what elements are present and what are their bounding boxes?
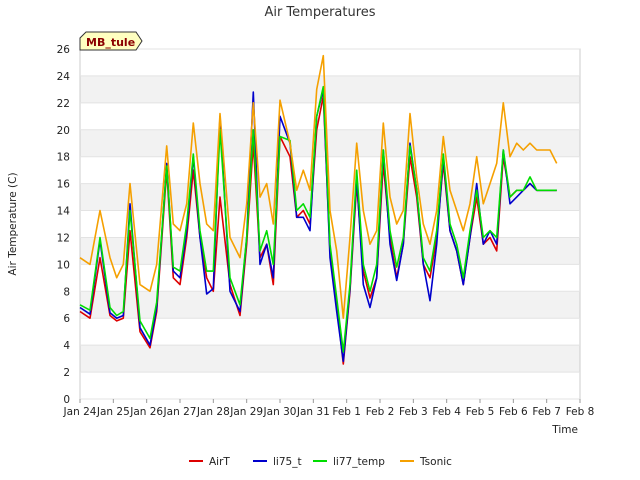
plot-band <box>80 49 580 76</box>
plot-band <box>80 264 580 292</box>
y-tick-label: 26 <box>57 44 71 56</box>
x-tick-label: Jan 27 <box>163 406 197 418</box>
y-tick-label: 0 <box>63 394 70 406</box>
x-tick-label: Jan 31 <box>296 406 330 418</box>
x-tick-label: Feb 5 <box>466 406 495 418</box>
series-line-li77-temp <box>79 85 557 353</box>
legend-label: li77_temp <box>333 456 385 468</box>
y-tick-label: 2 <box>63 367 70 379</box>
y-tick-label: 24 <box>57 71 71 83</box>
y-tick-label: 12 <box>57 232 70 244</box>
x-tick-label: Jan 28 <box>196 406 230 418</box>
legend-label: Tsonic <box>419 456 452 468</box>
series-line-tsonic <box>79 54 558 320</box>
plot-band <box>80 372 580 399</box>
x-tick-label: Jan 30 <box>263 406 297 418</box>
series-lines <box>79 54 558 365</box>
legend-label: li75_t <box>273 456 302 468</box>
y-tick-label: 10 <box>57 259 70 271</box>
site-badge: MB_tule <box>79 31 143 51</box>
plot-band <box>80 75 580 103</box>
plot-band <box>80 291 580 319</box>
y-tick-label: 16 <box>57 179 71 191</box>
y-tick-label: 6 <box>63 313 70 325</box>
x-tick-label: Jan 26 <box>129 406 163 418</box>
x-tick-label: Jan 25 <box>96 406 130 418</box>
y-tick-label: 14 <box>57 206 71 218</box>
x-tick-label: Feb 4 <box>432 406 461 418</box>
x-tick-label: Jan 24 <box>63 406 97 418</box>
x-tick-label: Feb 1 <box>332 406 361 418</box>
plot-band <box>80 345 580 373</box>
y-tick-label: 8 <box>63 286 70 298</box>
plot-band <box>80 129 580 157</box>
y-axis-label: Air Temperature (C) <box>7 172 19 275</box>
x-axis-label: Time <box>551 424 578 436</box>
x-tick-label: Jan 29 <box>229 406 263 418</box>
y-tick-label: 20 <box>57 125 70 137</box>
plot-band <box>80 102 580 130</box>
y-tick-label: 22 <box>57 98 70 110</box>
legend: AirT li75_t li77_temp Tsonic <box>189 456 452 468</box>
site-badge-box <box>79 31 143 51</box>
x-tick-label: Feb 3 <box>399 406 428 418</box>
x-axis-ticks: Jan 24 Jan 25 Jan 26 Jan 27 Jan 28 Jan 29 Jan … <box>63 399 595 418</box>
y-tick-label: 18 <box>57 152 70 164</box>
plot-band <box>80 318 580 346</box>
x-tick-label: Feb 7 <box>532 406 561 418</box>
x-tick-label: Feb 2 <box>366 406 395 418</box>
plot-bands <box>80 49 580 399</box>
y-tick-label: 4 <box>63 340 70 352</box>
x-tick-label: Feb 8 <box>566 406 595 418</box>
site-badge-label: MB_tule <box>86 36 135 49</box>
x-tick-label: Feb 6 <box>499 406 528 418</box>
chart-title: Air Temperatures <box>264 5 375 20</box>
legend-label: AirT <box>209 456 230 468</box>
